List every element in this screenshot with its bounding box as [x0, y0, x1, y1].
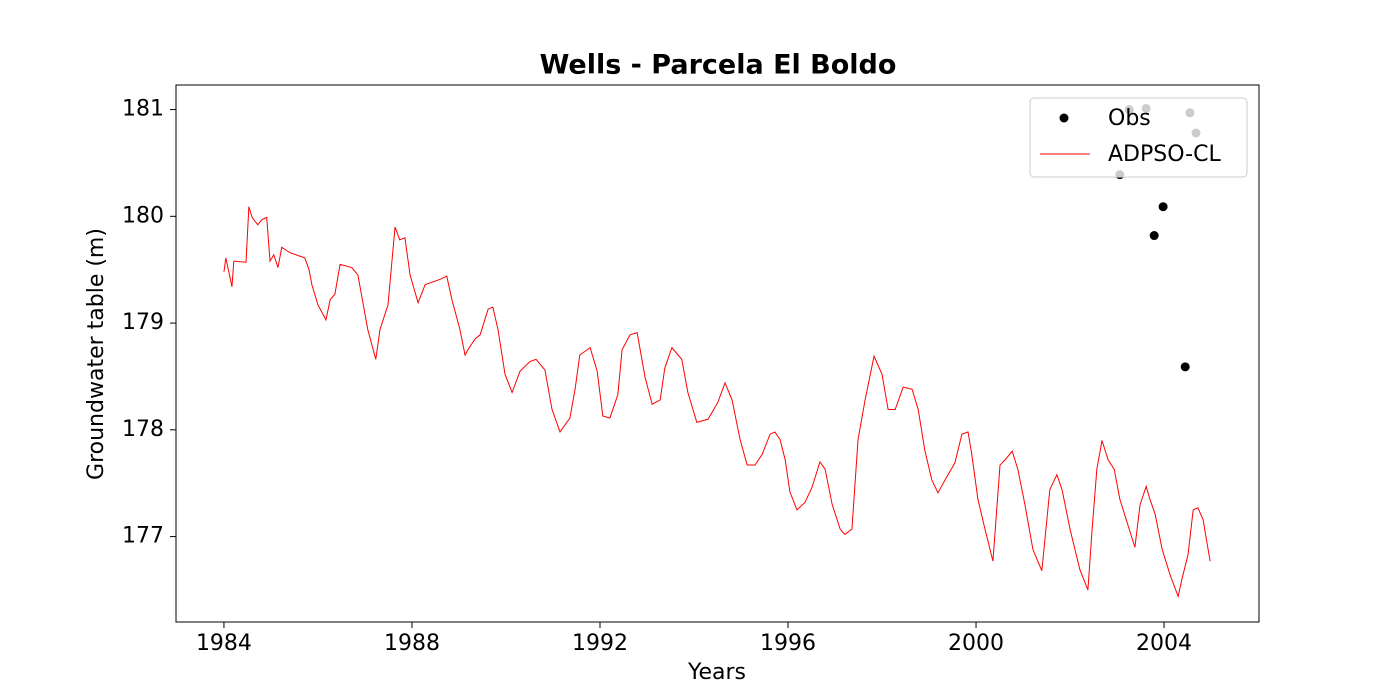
x-tick-label: 2000 — [948, 631, 1004, 656]
chart-title: Wells - Parcela El Boldo — [540, 50, 897, 81]
y-axis-label: Groundwater table (m) — [84, 228, 109, 480]
y-tick-label: 178 — [122, 417, 164, 442]
x-tick-label: 1988 — [384, 631, 440, 656]
legend-box — [1029, 97, 1248, 178]
legend-label: Obs — [1108, 106, 1151, 131]
x-tick-label: 1996 — [760, 631, 816, 656]
y-tick-label: 180 — [122, 203, 164, 228]
series-line — [223, 206, 1211, 599]
x-tick-label: 1984 — [196, 631, 252, 656]
x-axis-label: Years — [687, 660, 746, 685]
y-tick-label: 179 — [122, 310, 164, 335]
plot-frame — [175, 84, 1260, 623]
x-tick-label: 2004 — [1136, 631, 1192, 656]
legend-label: ADPSO-CL — [1108, 142, 1221, 167]
x-tick-label: 1992 — [572, 631, 628, 656]
obs-point — [1158, 202, 1168, 212]
obs-point — [1149, 231, 1159, 241]
y-tick-label: 181 — [122, 97, 164, 122]
legend-marker — [1059, 113, 1069, 123]
y-tick-label: 177 — [122, 524, 164, 549]
obs-point — [1180, 362, 1190, 372]
